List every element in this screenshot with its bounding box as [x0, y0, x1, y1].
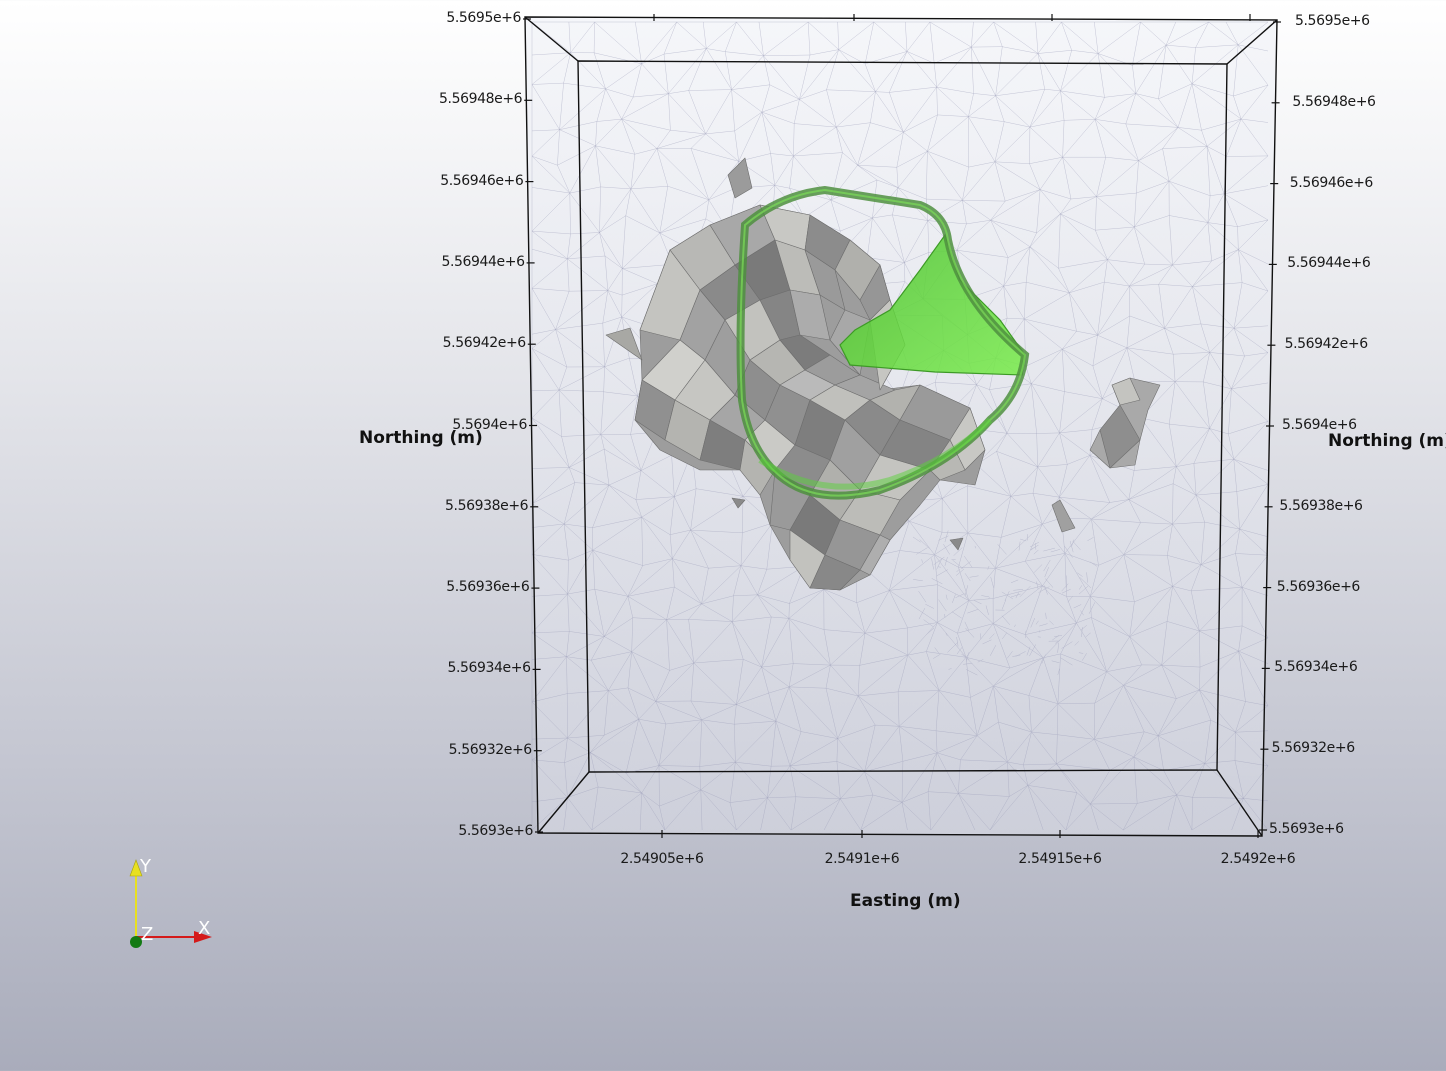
- orientation-z-label: Z: [141, 924, 154, 945]
- y-tick-label-left: 5.5694e+6: [452, 416, 527, 433]
- box-edge-tr: [1226, 19, 1278, 65]
- x-axis-title: Easting (m): [850, 891, 961, 911]
- x-tick-label: 2.54905e+6: [620, 851, 704, 867]
- y-axis-title-right: Northing (m): [1328, 431, 1446, 451]
- green-structure: [736, 185, 1030, 500]
- box-edge-tl: [524, 16, 579, 62]
- y-tick-label-right: 5.56932e+6: [1271, 740, 1356, 757]
- bounding-box-edges: [524, 16, 1278, 837]
- box-edge-bl: [537, 771, 590, 834]
- orientation-z-dot: [130, 936, 142, 948]
- x-tick-label: 2.54915e+6: [1018, 851, 1102, 867]
- y-tick-label-right: 5.56934e+6: [1274, 659, 1358, 676]
- y-tick-label-left: 5.5695e+6: [446, 10, 521, 26]
- x-tick-label: 2.5491e+6: [824, 851, 900, 867]
- orientation-y-arrow: [129, 859, 143, 877]
- green-fan-surface: [839, 233, 1026, 376]
- y-tick-label-right: 5.56946e+6: [1289, 174, 1374, 191]
- y-tick-label-right: 5.5695e+6: [1295, 13, 1370, 29]
- orientation-x-arrow: [194, 931, 212, 943]
- y-tick-label-right: 5.56942e+6: [1284, 336, 1369, 353]
- y-axis-title-left: Northing (m): [359, 428, 483, 448]
- y-tick-label-right: 5.5694e+6: [1282, 417, 1357, 433]
- box-edge-br: [1216, 769, 1263, 837]
- y-tick-label-left: 5.5693e+6: [458, 823, 533, 839]
- y-tick-label-right: 5.56936e+6: [1276, 578, 1361, 595]
- y-tick-label-right: 5.5693e+6: [1269, 821, 1344, 837]
- y-tick-label-right: 5.56944e+6: [1287, 255, 1371, 272]
- y-tick-label-left: 5.56932e+6: [448, 741, 533, 758]
- orientation-y-label: Y: [140, 856, 151, 877]
- y-tick-label-right: 5.56938e+6: [1279, 497, 1363, 514]
- y-tick-label-left: 5.56936e+6: [446, 579, 530, 596]
- y-tick-label-left: 5.56946e+6: [440, 172, 524, 189]
- y-tick-label-left: 5.56948e+6: [439, 91, 523, 108]
- mesh-refined-edges: [912, 530, 1098, 676]
- y-tick-label-left: 5.56938e+6: [445, 497, 529, 514]
- orientation-axes-widget: [129, 859, 212, 948]
- axis-tick-marks: [523, 14, 1281, 838]
- y-tick-label-right: 5.56948e+6: [1292, 93, 1376, 110]
- y-tick-label-left: 5.56942e+6: [442, 335, 527, 352]
- x-tick-label: 2.5492e+6: [1220, 851, 1296, 867]
- y-tick-label-left: 5.56944e+6: [441, 253, 525, 270]
- y-tick-label-left: 5.56934e+6: [447, 660, 531, 677]
- orientation-x-label: X: [198, 918, 211, 939]
